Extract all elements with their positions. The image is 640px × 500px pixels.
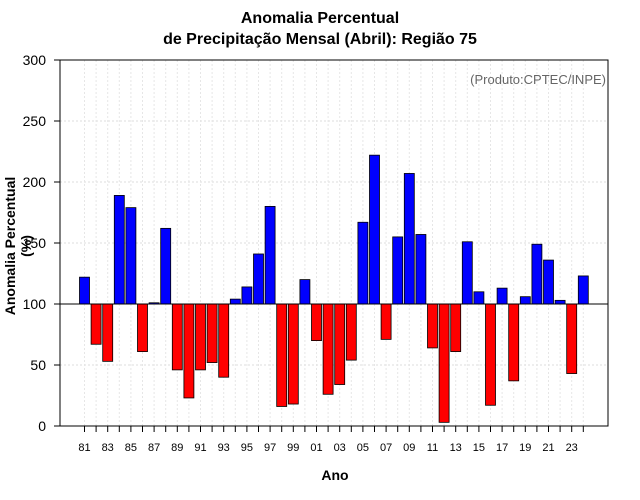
x-axis-label: Ano [321,467,349,483]
bar-14 [461,241,473,305]
x-tick-label: 07 [380,442,392,454]
bar-04 [345,303,357,361]
bar-13 [450,303,462,352]
x-tick-label: 15 [473,442,485,454]
x-tick-label: 83 [102,442,114,454]
bar-24 [577,275,589,305]
bar-96 [253,253,264,305]
y-tick-label: 250 [23,113,47,129]
x-tick-label: 89 [171,442,183,454]
bar-92 [206,303,218,363]
chart-title-line-2: de Precipitação Mensal (Abril): Região 7… [163,31,477,48]
x-tick-label: 19 [519,442,531,454]
y-tick-label: 150 [23,235,47,251]
x-tick-label: 11 [427,442,438,454]
bar-89 [171,303,183,371]
bar-21 [543,259,554,305]
bar-84 [113,195,125,305]
bar-19 [519,296,531,305]
bar-07 [380,303,392,340]
bar-11 [427,303,438,349]
x-tick-label: 17 [496,442,508,454]
y-tick-label: 50 [30,357,46,373]
bar-97 [264,205,276,305]
bar-98 [276,303,288,407]
bar-88 [160,227,172,305]
bar-99 [287,303,299,405]
bar-09 [403,173,415,305]
bar-23 [566,303,578,374]
bar-12 [438,303,450,423]
bar-16 [485,303,496,406]
bar-03 [334,303,346,385]
bar-85 [125,207,137,305]
x-tick-label: 85 [125,442,137,454]
x-tick-label: 21 [542,442,554,454]
y-axis-label: Anomalia Percentual (%) [2,176,34,316]
x-tick-label: 81 [78,442,90,454]
y-tick-label: 300 [23,52,47,68]
bar-02 [322,303,334,395]
x-tick-label: 99 [287,442,299,454]
x-tick-label: 13 [450,442,462,454]
bar-00 [299,279,311,305]
source-credit: (Produto:CPTEC/INPE) [470,72,606,87]
bar-81 [79,276,90,305]
bar-83 [102,303,114,362]
bar-05 [357,221,369,305]
chart-title-line-1: Anomalia Percentual [240,10,400,27]
x-tick-label: 03 [334,442,346,454]
x-tick-label: 93 [218,442,230,454]
x-tick-label: 05 [357,442,369,454]
y-tick-label: 200 [23,174,47,190]
x-tick-label: 09 [403,442,415,454]
bar-90 [183,303,195,399]
bar-82 [90,303,102,345]
y-tick-label: 0 [38,418,46,434]
bar-18 [508,303,520,382]
y-tick-label: 100 [23,296,47,312]
bar-10 [415,234,427,305]
x-tick-label: 97 [264,442,276,454]
bar-95 [241,286,253,305]
bar-17 [496,287,508,305]
bar-93 [218,303,230,378]
bar-22 [554,299,566,305]
bar-15 [473,291,485,305]
bar-01 [311,303,322,341]
x-tick-label: 23 [566,442,578,454]
x-tick-label: 01 [310,442,322,454]
bar-91 [195,303,206,371]
bar-20 [531,243,543,305]
bar-08 [392,236,404,305]
x-tick-label: 91 [194,442,206,454]
x-tick-label: 95 [241,442,253,454]
bar-86 [137,303,148,352]
bar-06 [369,154,380,305]
x-tick-label: 87 [148,442,160,454]
bar-94 [229,298,241,305]
